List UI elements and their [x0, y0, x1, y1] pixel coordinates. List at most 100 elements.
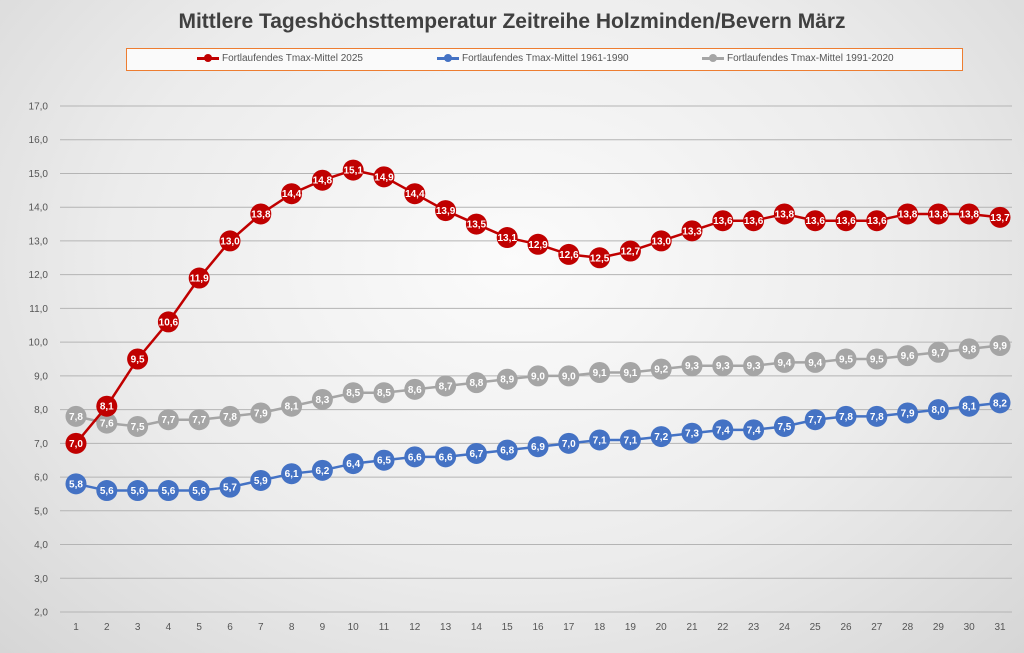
data-label: 7,1 [593, 435, 607, 446]
y-tick-label: 15,0 [29, 169, 49, 180]
data-label: 7,8 [839, 412, 853, 423]
data-point [465, 213, 487, 235]
data-label: 13,8 [929, 209, 949, 220]
data-point [989, 392, 1011, 414]
data-point [65, 432, 87, 454]
data-point [989, 206, 1011, 228]
x-tick-label: 19 [625, 622, 637, 633]
data-point [250, 402, 272, 424]
data-point [989, 335, 1011, 357]
data-label: 8,1 [962, 402, 976, 413]
legend-item-1991-2020: Fortlaufendes Tmax-Mittel 1991-2020 [702, 53, 894, 64]
data-point [897, 345, 919, 367]
data-label: 8,5 [346, 388, 360, 399]
data-label: 13,9 [436, 206, 456, 217]
data-label: 14,4 [405, 189, 425, 200]
data-label: 13,6 [836, 216, 856, 227]
x-tick-label: 31 [994, 622, 1006, 633]
x-tick-label: 13 [440, 622, 452, 633]
legend-label: Fortlaufendes Tmax-Mittel 2025 [222, 53, 363, 64]
data-label: 13,0 [220, 236, 240, 247]
data-point [558, 365, 580, 387]
data-label: 14,9 [374, 172, 394, 183]
data-label: 9,1 [593, 368, 607, 379]
data-label: 12,7 [621, 247, 641, 258]
y-tick-label: 2,0 [34, 608, 48, 619]
data-label: 9,3 [685, 361, 699, 372]
x-tick-label: 26 [840, 622, 852, 633]
data-point [804, 351, 826, 373]
data-point [743, 355, 765, 377]
data-label: 9,8 [962, 344, 976, 355]
data-point [188, 409, 210, 431]
data-label: 13,3 [682, 226, 702, 237]
data-point [96, 395, 118, 417]
x-tick-label: 28 [902, 622, 914, 633]
data-label: 12,5 [590, 253, 610, 264]
data-point [342, 453, 364, 475]
data-point [958, 395, 980, 417]
data-label: 7,2 [654, 432, 668, 443]
data-label: 7,7 [808, 415, 822, 426]
data-label: 13,5 [467, 220, 487, 231]
y-tick-label: 7,0 [34, 439, 48, 450]
y-tick-label: 17,0 [29, 102, 49, 113]
data-label: 14,8 [313, 176, 333, 187]
data-point [281, 395, 303, 417]
data-label: 9,9 [993, 341, 1007, 352]
data-label: 6,5 [377, 456, 391, 467]
x-tick-label: 20 [656, 622, 668, 633]
data-label: 9,3 [747, 361, 761, 372]
x-tick-label: 2 [104, 622, 110, 633]
data-label: 9,4 [777, 358, 791, 369]
data-label: 12,9 [528, 240, 548, 251]
data-label: 13,8 [959, 209, 979, 220]
data-label: 9,7 [931, 348, 945, 359]
y-tick-label: 8,0 [34, 405, 48, 416]
data-point [127, 348, 149, 370]
data-label: 7,5 [131, 422, 145, 433]
chart-title: Mittlere Tageshöchsttemperatur Zeitreihe… [178, 10, 846, 33]
data-label: 8,2 [993, 398, 1007, 409]
data-label: 9,5 [839, 355, 853, 366]
data-label: 7,7 [192, 415, 206, 426]
data-label: 6,6 [408, 452, 422, 463]
data-label: 13,7 [990, 213, 1010, 224]
y-tick-label: 10,0 [29, 338, 49, 349]
data-point [619, 240, 641, 262]
data-label: 9,0 [562, 371, 576, 382]
data-point [281, 463, 303, 485]
data-point [681, 422, 703, 444]
x-tick-label: 18 [594, 622, 606, 633]
data-point [681, 220, 703, 242]
data-point [589, 361, 611, 383]
legend-marker [437, 54, 459, 62]
data-point [373, 382, 395, 404]
x-tick-label: 25 [810, 622, 822, 633]
data-label: 15,1 [343, 166, 363, 177]
data-point [465, 442, 487, 464]
data-label: 5,6 [131, 486, 145, 497]
x-tick-label: 8 [289, 622, 295, 633]
legend-label: Fortlaufendes Tmax-Mittel 1961-1990 [462, 53, 629, 64]
y-tick-label: 9,0 [34, 371, 48, 382]
legend-item-2025: Fortlaufendes Tmax-Mittel 2025 [197, 53, 363, 64]
x-tick-label: 24 [779, 622, 791, 633]
data-point [527, 233, 549, 255]
x-tick-label: 30 [964, 622, 976, 633]
data-point [435, 200, 457, 222]
data-point [311, 169, 333, 191]
data-point [650, 426, 672, 448]
data-label: 5,9 [254, 476, 268, 487]
data-point [65, 473, 87, 495]
x-tick-label: 22 [717, 622, 729, 633]
data-label: 6,1 [285, 469, 299, 480]
x-tick-label: 23 [748, 622, 760, 633]
x-tick-label: 12 [409, 622, 421, 633]
data-label: 13,0 [651, 236, 671, 247]
data-point [958, 338, 980, 360]
data-point [188, 267, 210, 289]
data-label: 9,1 [623, 368, 637, 379]
data-label: 9,5 [131, 355, 145, 366]
